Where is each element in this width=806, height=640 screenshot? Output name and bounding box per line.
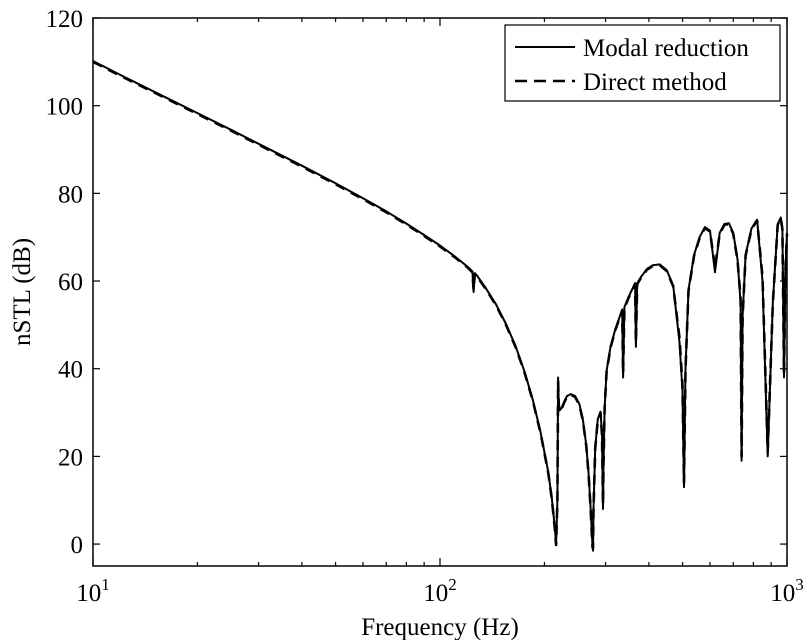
x-tick-label: 101 (76, 575, 110, 607)
y-tick-label: 120 (46, 6, 84, 33)
series-line-direct-method (92, 60, 789, 550)
legend: Modal reduction Direct method (504, 24, 781, 102)
y-tick-label: 20 (58, 444, 83, 471)
y-tick-label: 100 (46, 94, 84, 121)
x-axis-label: Frequency (Hz) (361, 614, 519, 640)
legend-box (504, 24, 781, 102)
y-tick-label: 0 (71, 532, 84, 559)
y-axis-label: nSTL (dB) (9, 238, 36, 346)
y-tick-label: 80 (58, 181, 83, 208)
legend-label-modal-reduction: Modal reduction (583, 35, 749, 62)
y-tick-label: 40 (58, 357, 83, 384)
series-layer (92, 60, 789, 552)
x-ticks: 101 102 103 (76, 18, 804, 607)
y-tick-label: 60 (58, 269, 83, 296)
x-tick-label: 102 (423, 575, 457, 607)
x-tick-label: 103 (770, 575, 804, 607)
legend-label-direct-method: Direct method (583, 69, 727, 96)
y-ticks: 0 20 40 60 80 100 120 (46, 6, 787, 559)
